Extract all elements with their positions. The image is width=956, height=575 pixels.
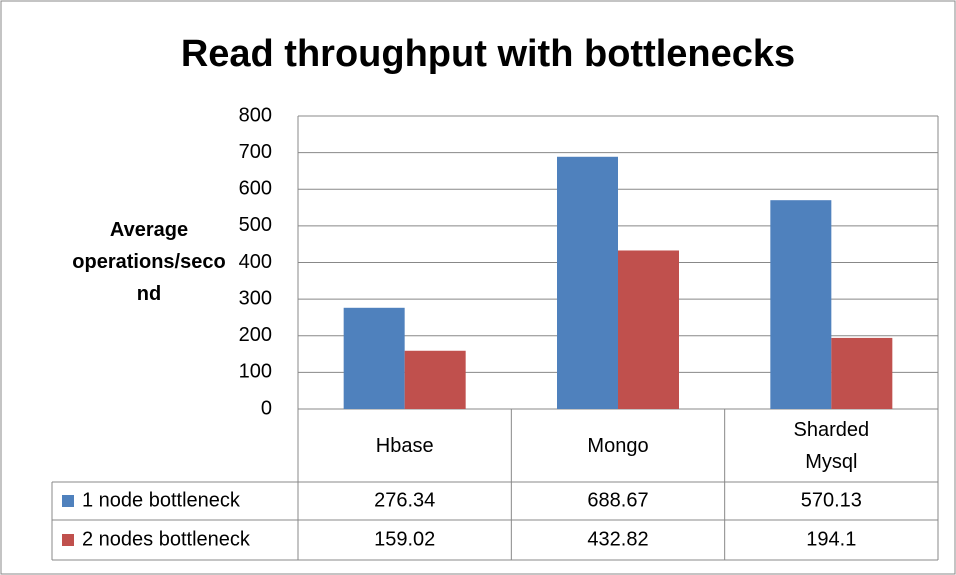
bar bbox=[618, 250, 679, 409]
category-label: Hbase bbox=[375, 434, 434, 457]
table-value: 570.13 bbox=[801, 489, 862, 511]
y-tick-label: 500 bbox=[239, 214, 272, 236]
table-value: 159.02 bbox=[374, 528, 435, 550]
chart-title: Read throughput with bottlenecks bbox=[181, 33, 795, 75]
bar bbox=[404, 350, 466, 409]
legend-key bbox=[62, 495, 74, 507]
table-value: 276.34 bbox=[374, 489, 435, 511]
y-tick-label: 400 bbox=[239, 251, 272, 273]
bar bbox=[557, 156, 618, 409]
table-value: 432.82 bbox=[587, 528, 648, 550]
bar bbox=[831, 337, 893, 409]
bar bbox=[770, 200, 832, 409]
table-value: 688.67 bbox=[587, 489, 648, 511]
legend-label: 1 node bottleneck bbox=[82, 489, 241, 511]
y-tick-label: 100 bbox=[239, 361, 272, 383]
y-tick-label: 200 bbox=[239, 324, 272, 346]
legend-key bbox=[62, 534, 74, 546]
y-tick-label: 700 bbox=[239, 141, 272, 163]
legend-label: 2 nodes bottleneck bbox=[82, 528, 251, 550]
bar bbox=[343, 307, 405, 409]
y-axis-label: Average operations/second bbox=[72, 219, 226, 305]
category-label: Mongo bbox=[587, 434, 649, 457]
category-label: Sharded Mysql bbox=[793, 418, 870, 473]
y-tick-label: 0 bbox=[261, 397, 272, 419]
y-tick-label: 800 bbox=[239, 104, 272, 126]
y-tick-label: 300 bbox=[239, 287, 272, 309]
table-value: 194.1 bbox=[806, 528, 856, 550]
y-tick-label: 600 bbox=[239, 178, 272, 200]
